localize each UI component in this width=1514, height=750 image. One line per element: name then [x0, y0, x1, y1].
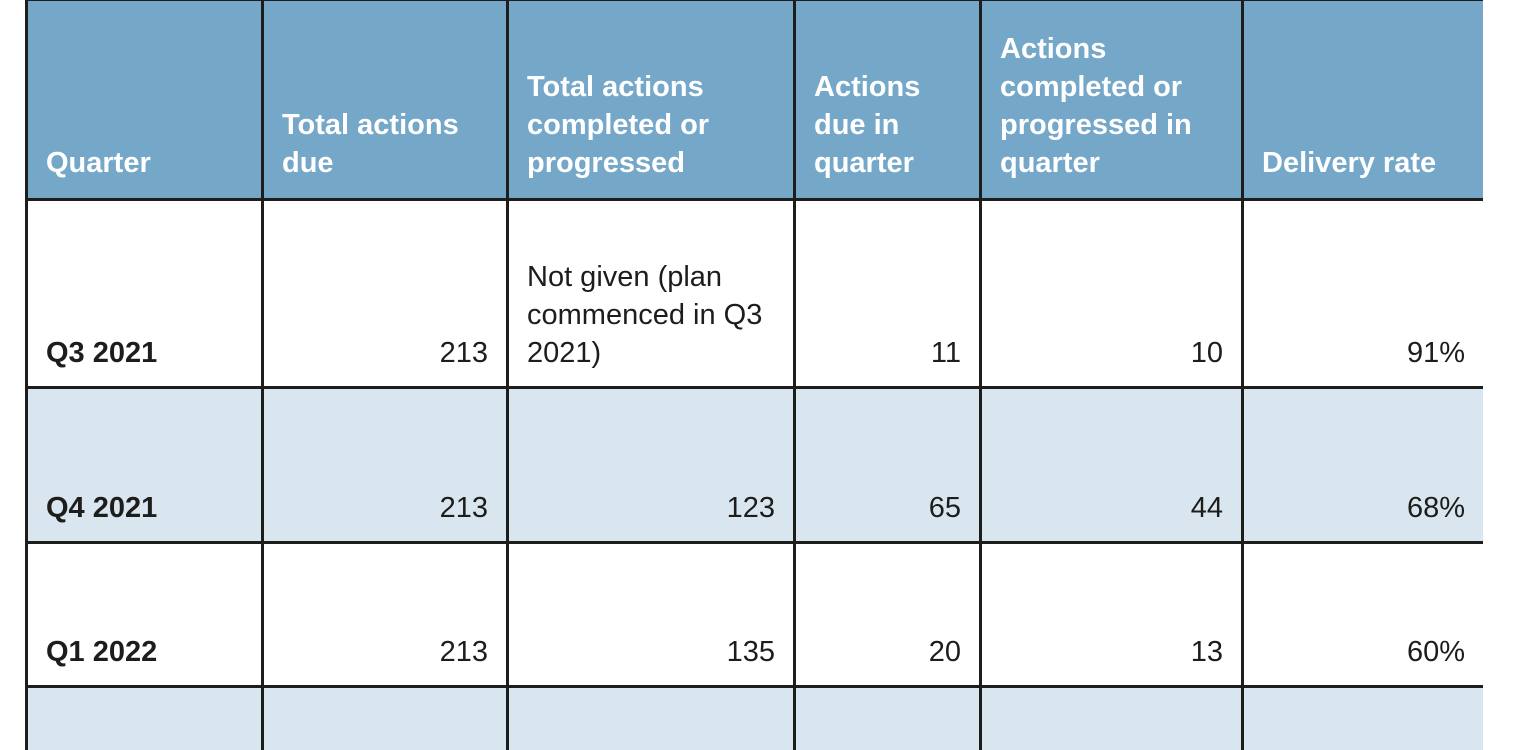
cell-total-due: 213: [261, 198, 509, 389]
cell-empty: [25, 685, 264, 750]
cell-quarter: Q3 2021: [25, 198, 264, 389]
cell-completed-in-quarter: 13: [979, 541, 1244, 688]
cell-empty: [793, 685, 982, 750]
header-actions-completed-in-quarter: Actions completed or progressed in quart…: [979, 0, 1244, 201]
delivery-table-container: Quarter Total actions due Total actions …: [25, 0, 1483, 750]
cell-completed-in-quarter: 10: [979, 198, 1244, 389]
cell-quarter: Q1 2022: [25, 541, 264, 688]
cell-completed-in-quarter: 44: [979, 386, 1244, 544]
cell-delivery-rate: 91%: [1241, 198, 1483, 389]
cell-empty: [506, 685, 796, 750]
cell-total-completed: 135: [506, 541, 796, 688]
cell-total-due: 213: [261, 386, 509, 544]
cell-empty: [979, 685, 1244, 750]
cell-due-in-quarter: 65: [793, 386, 982, 544]
cell-quarter: Q4 2021: [25, 386, 264, 544]
delivery-rate-table: Quarter Total actions due Total actions …: [25, 0, 1483, 750]
cell-delivery-rate: 60%: [1241, 541, 1483, 688]
table-body: Q3 2021 213 Not given (plan commenced in…: [25, 198, 1483, 750]
table-header: Quarter Total actions due Total actions …: [25, 0, 1483, 201]
cell-due-in-quarter: 20: [793, 541, 982, 688]
header-delivery-rate: Delivery rate: [1241, 0, 1483, 201]
header-actions-due-in-quarter: Actions due in quarter: [793, 0, 982, 201]
cell-due-in-quarter: 11: [793, 198, 982, 389]
table-row-partial: [25, 685, 1483, 750]
cell-total-due: 213: [261, 541, 509, 688]
table-row: Q1 2022 213 135 20 13 60%: [25, 541, 1483, 688]
table-row: Q4 2021 213 123 65 44 68%: [25, 386, 1483, 544]
cell-total-completed: Not given (plan commenced in Q3 2021): [506, 198, 796, 389]
header-total-actions-due: Total actions due: [261, 0, 509, 201]
table-row: Q3 2021 213 Not given (plan commenced in…: [25, 198, 1483, 389]
cell-delivery-rate: 68%: [1241, 386, 1483, 544]
header-total-actions-completed: Total actions completed or progressed: [506, 0, 796, 201]
cell-total-completed: 123: [506, 386, 796, 544]
cell-empty: [261, 685, 509, 750]
header-row: Quarter Total actions due Total actions …: [25, 0, 1483, 201]
header-quarter: Quarter: [25, 0, 264, 201]
cell-empty: [1241, 685, 1483, 750]
